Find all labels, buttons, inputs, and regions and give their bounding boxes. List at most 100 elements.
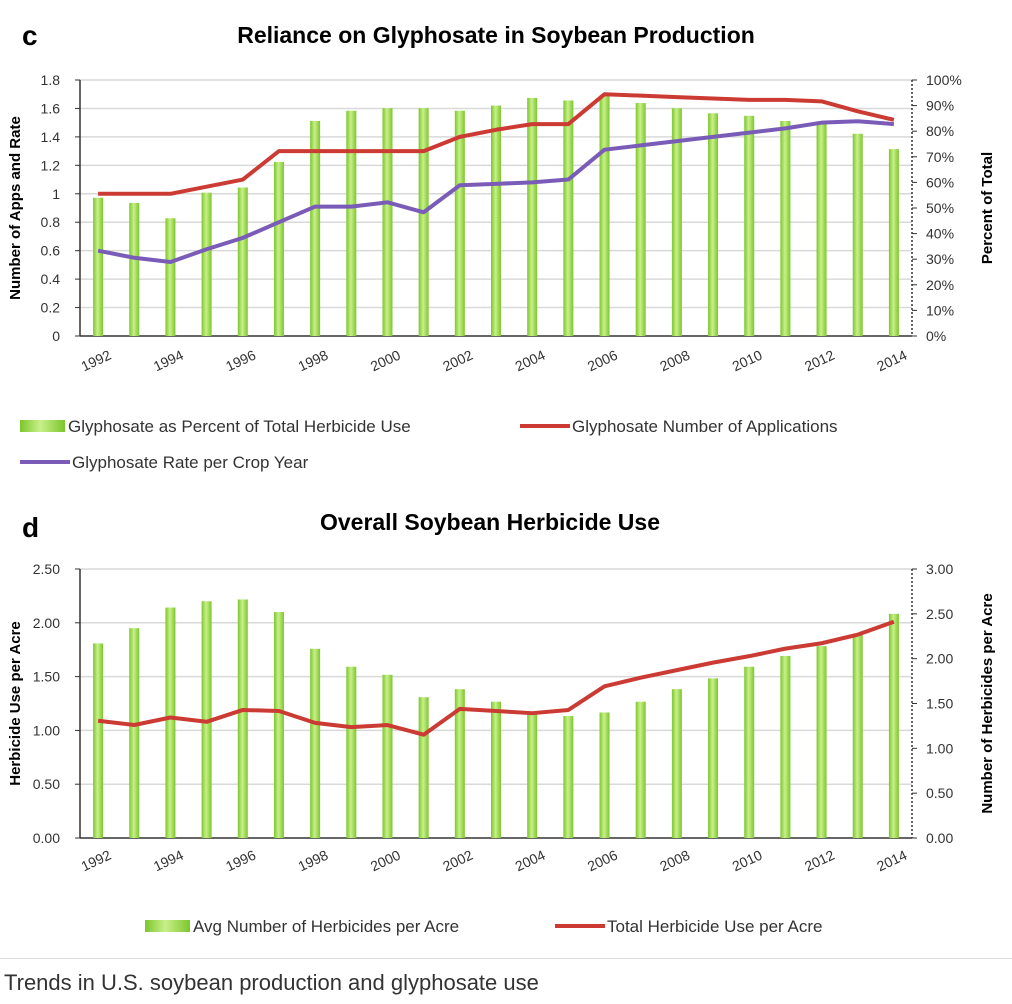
- y-tick-label: 0.4: [41, 271, 61, 287]
- y2-tick-label: 20%: [926, 277, 954, 293]
- bar: [165, 218, 176, 336]
- y-tick-label: 1.4: [41, 129, 61, 145]
- bar: [93, 197, 104, 336]
- x-tick-label: 1996: [223, 347, 258, 375]
- y2-tick-label: 0%: [926, 328, 946, 344]
- y2-axis-label: Number of Herbicides per Acre: [979, 593, 996, 813]
- x-tick-label: 2004: [513, 847, 548, 875]
- y-tick-label: 0: [52, 328, 60, 344]
- bar: [129, 628, 140, 838]
- bar: [816, 123, 827, 337]
- bar: [527, 713, 538, 838]
- y-tick-label: 0.2: [41, 300, 61, 316]
- y2-tick-label: 0.50: [926, 785, 953, 801]
- x-tick-label: 2006: [585, 347, 620, 375]
- x-tick-label: 1998: [296, 847, 331, 875]
- legend-label: Glyphosate Rate per Crop Year: [72, 453, 309, 472]
- charts-svg: c Reliance on Glyphosate in Soybean Produ…: [7, 20, 996, 936]
- y-tick-label: 1.6: [41, 100, 61, 116]
- bar: [382, 674, 393, 838]
- bar: [635, 701, 646, 838]
- bar: [744, 666, 755, 838]
- y2-axis-label: Percent of Total: [979, 152, 996, 264]
- x-tick-label: 2010: [730, 847, 765, 875]
- bar: [454, 689, 465, 838]
- bar: [563, 100, 574, 336]
- legend-label: Avg Number of Herbicides per Acre: [193, 917, 459, 936]
- bar: [201, 192, 212, 336]
- bar: [671, 689, 682, 838]
- bar: [454, 110, 465, 336]
- y-axis-label: Herbicide Use per Acre: [7, 621, 24, 786]
- bar: [129, 202, 140, 336]
- legend-label: Glyphosate Number of Applications: [572, 417, 838, 436]
- bar: [310, 120, 321, 337]
- x-tick-label: 1994: [151, 847, 186, 875]
- legend-swatch-bar: [20, 420, 65, 432]
- bar: [708, 678, 719, 838]
- bar: [491, 701, 501, 838]
- bar: [201, 601, 212, 838]
- x-tick-label: 2000: [368, 347, 403, 375]
- y2-tick-label: 70%: [926, 149, 954, 165]
- bar: [671, 108, 682, 336]
- bar: [237, 599, 248, 838]
- x-tick-label: 2008: [657, 347, 692, 375]
- x-tick-label: 1992: [78, 347, 113, 375]
- x-tick-label: 2014: [874, 847, 909, 875]
- bar: [527, 97, 538, 336]
- y2-tick-label: 50%: [926, 200, 954, 216]
- x-tick-label: 2002: [440, 847, 475, 875]
- bar: [418, 108, 429, 336]
- bar: [93, 643, 104, 838]
- y-tick-label: 1.8: [41, 72, 61, 88]
- x-tick-label: 2000: [368, 847, 403, 875]
- y2-tick-label: 10%: [926, 302, 954, 318]
- bar: [816, 646, 827, 838]
- figure-caption: Trends in U.S. soybean production and gl…: [4, 970, 539, 995]
- bar: [599, 712, 610, 838]
- legend-swatch-bar: [145, 920, 190, 932]
- y2-tick-label: 60%: [926, 174, 954, 190]
- y2-tick-label: 80%: [926, 123, 954, 139]
- y2-tick-label: 1.50: [926, 696, 953, 712]
- y2-tick-label: 40%: [926, 226, 954, 242]
- x-tick-label: 1994: [151, 347, 186, 375]
- bar: [708, 113, 719, 336]
- bar: [744, 115, 755, 336]
- bar: [346, 666, 357, 838]
- bar: [635, 103, 646, 336]
- panel-letter: d: [22, 512, 39, 543]
- y-tick-label: 1: [52, 186, 60, 202]
- bar: [888, 613, 899, 838]
- chart-title: Reliance on Glyphosate in Soybean Produc…: [237, 22, 755, 48]
- bar: [418, 697, 429, 838]
- y-tick-label: 1.2: [41, 157, 61, 173]
- bar: [237, 187, 248, 336]
- bar: [780, 120, 791, 337]
- y-tick-label: 0.6: [41, 243, 61, 259]
- bar: [599, 95, 610, 336]
- bar: [563, 716, 574, 838]
- y2-tick-label: 100%: [926, 72, 962, 88]
- y2-tick-label: 1.00: [926, 740, 953, 756]
- x-tick-label: 1998: [296, 347, 331, 375]
- y-tick-label: 1.50: [33, 669, 60, 685]
- x-tick-label: 2014: [874, 347, 909, 375]
- panel-letter: c: [22, 20, 38, 51]
- bar: [852, 133, 863, 336]
- y-tick-label: 0.8: [41, 214, 61, 230]
- y-tick-label: 2.50: [33, 561, 60, 577]
- bar: [273, 161, 284, 336]
- x-tick-label: 2006: [585, 847, 620, 875]
- x-tick-label: 1992: [78, 847, 113, 875]
- y2-tick-label: 2.50: [926, 606, 953, 622]
- bar: [382, 108, 393, 336]
- x-tick-label: 2002: [440, 347, 475, 375]
- bar: [780, 655, 791, 838]
- bar: [491, 105, 501, 336]
- y2-tick-label: 90%: [926, 98, 954, 114]
- legend-label: Total Herbicide Use per Acre: [607, 917, 822, 936]
- y2-tick-label: 2.00: [926, 651, 953, 667]
